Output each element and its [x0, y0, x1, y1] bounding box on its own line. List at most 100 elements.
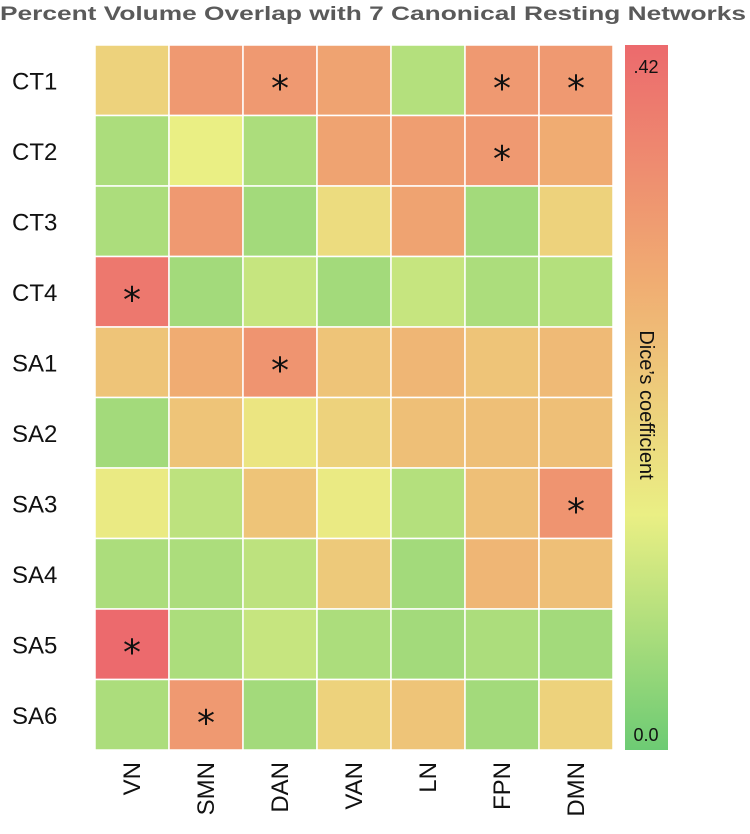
- significance-star-ct2-fpn: *: [493, 139, 511, 180]
- heatmap-cell-sa1-fpn: [464, 326, 540, 399]
- colorbar-max-label: .42: [633, 57, 658, 77]
- heatmap-cell-ct1-dmn: [538, 44, 614, 117]
- heatmap-cell-sa3-vn: [94, 467, 170, 540]
- heatmap-cell-sa5-fpn: [464, 608, 540, 681]
- heatmap-cell-sa3-van: [316, 467, 392, 540]
- row-label-sa3: SA3: [12, 491, 57, 518]
- heatmap-cell-sa3-dan: [242, 467, 318, 540]
- heatmap-cell-sa6-dmn: [538, 678, 614, 751]
- row-label-sa5: SA5: [12, 632, 57, 659]
- significance-star-ct4-vn: *: [123, 280, 141, 321]
- heatmap-cell-ct3-dmn: [538, 185, 614, 258]
- heatmap-cell-ct1-vn: [94, 44, 170, 117]
- heatmap-cell-sa2-ln: [390, 396, 466, 469]
- heatmap-cells: [94, 44, 614, 751]
- heatmap-cell-sa1-dan: [242, 326, 318, 399]
- row-label-sa6: SA6: [12, 703, 57, 730]
- significance-star-ct1-dmn: *: [567, 68, 585, 109]
- column-labels: VN SMN DAN VAN LN FPN DMN: [119, 762, 590, 817]
- heatmap-cell-ct3-smn: [168, 185, 244, 258]
- heatmap-cell-ct3-vn: [94, 185, 170, 258]
- heatmap-cell-sa6-van: [316, 678, 392, 751]
- heatmap-cell-sa4-vn: [94, 537, 170, 610]
- heatmap-cell-sa1-smn: [168, 326, 244, 399]
- heatmap-cell-sa5-dmn: [538, 608, 614, 681]
- heatmap-cell-ct4-ln: [390, 255, 466, 328]
- row-label-sa4: SA4: [12, 562, 57, 589]
- column-label-fpn: FPN: [489, 762, 516, 810]
- heatmap-cell-sa5-van: [316, 608, 392, 681]
- heatmap-cell-sa6-smn: [168, 678, 244, 751]
- heatmap-cell-ct1-dan: [242, 44, 318, 117]
- heatmap-cell-ct4-dmn: [538, 255, 614, 328]
- heatmap-cell-sa3-smn: [168, 467, 244, 540]
- heatmap-cell-ct3-van: [316, 185, 392, 258]
- heatmap-cell-sa1-ln: [390, 326, 466, 399]
- heatmap-cell-sa3-ln: [390, 467, 466, 540]
- heatmap-cell-ct2-dmn: [538, 114, 614, 187]
- chart-title: Percent Volume Overlap with 7 Canonical …: [0, 4, 746, 25]
- significance-star-ct1-fpn: *: [493, 68, 511, 109]
- heatmap-cell-sa6-ln: [390, 678, 466, 751]
- heatmap-cell-ct1-van: [316, 44, 392, 117]
- heatmap-cell-sa2-dmn: [538, 396, 614, 469]
- column-label-ln: LN: [415, 762, 442, 793]
- row-label-ct2: CT2: [12, 139, 57, 166]
- column-label-van: VAN: [341, 762, 368, 810]
- heatmap-cell-ct2-vn: [94, 114, 170, 187]
- heatmap-cell-sa5-dan: [242, 608, 318, 681]
- heatmap-cell-sa1-dmn: [538, 326, 614, 399]
- heatmap-cell-sa6-vn: [94, 678, 170, 751]
- heatmap-cell-sa4-smn: [168, 537, 244, 610]
- heatmap-cell-sa4-fpn: [464, 537, 540, 610]
- heatmap-cell-ct3-fpn: [464, 185, 540, 258]
- heatmap-cell-ct4-van: [316, 255, 392, 328]
- row-label-sa1: SA1: [12, 350, 57, 377]
- heatmap-cell-ct4-smn: [168, 255, 244, 328]
- heatmap-cell-sa6-fpn: [464, 678, 540, 751]
- heatmap-cell-sa4-van: [316, 537, 392, 610]
- heatmap-cell-sa2-smn: [168, 396, 244, 469]
- heatmap-cell-ct3-ln: [390, 185, 466, 258]
- heatmap-cell-ct3-dan: [242, 185, 318, 258]
- heatmap-cell-ct2-ln: [390, 114, 466, 187]
- heatmap-cell-sa6-dan: [242, 678, 318, 751]
- heatmap-cell-sa5-vn: [94, 608, 170, 681]
- column-label-dmn: DMN: [563, 762, 590, 817]
- row-label-sa2: SA2: [12, 421, 57, 448]
- colorbar-min-label: 0.0: [633, 725, 658, 745]
- heatmap-cell-ct1-smn: [168, 44, 244, 117]
- row-label-ct1: CT1: [12, 68, 57, 95]
- heatmap-cell-ct2-van: [316, 114, 392, 187]
- heatmap-cell-sa4-ln: [390, 537, 466, 610]
- heatmap-cell-sa2-vn: [94, 396, 170, 469]
- colorbar-title: Dice’s coefficient: [635, 330, 657, 480]
- significance-star-sa1-dan: *: [271, 350, 289, 391]
- heatmap-cell-ct1-ln: [390, 44, 466, 117]
- significance-star-sa6-smn: *: [197, 703, 215, 744]
- row-labels: CT1 CT2 CT3 CT4 SA1 SA2 SA3 SA4 SA5 SA6: [12, 68, 57, 730]
- significance-star-sa3-dmn: *: [567, 491, 585, 532]
- heatmap-cell-sa1-vn: [94, 326, 170, 399]
- heatmap-cell-sa4-dan: [242, 537, 318, 610]
- heatmap-cell-sa4-dmn: [538, 537, 614, 610]
- column-label-vn: VN: [119, 762, 146, 795]
- colorbar-gradient: [625, 45, 668, 750]
- heatmap-cell-sa1-van: [316, 326, 392, 399]
- heatmap-cell-ct1-fpn: [464, 44, 540, 117]
- significance-star-ct1-dan: *: [271, 68, 289, 109]
- heatmap-cell-sa2-dan: [242, 396, 318, 469]
- heatmap-cell-sa5-smn: [168, 608, 244, 681]
- heatmap-cell-ct2-dan: [242, 114, 318, 187]
- row-label-ct3: CT3: [12, 209, 57, 236]
- heatmap-cell-sa2-van: [316, 396, 392, 469]
- heatmap-cell-ct4-fpn: [464, 255, 540, 328]
- heatmap-cell-ct2-smn: [168, 114, 244, 187]
- colorbar: .42 0.0 Dice’s coefficient: [625, 45, 668, 750]
- row-label-ct4: CT4: [12, 280, 57, 307]
- heatmap-cell-ct4-dan: [242, 255, 318, 328]
- heatmap-cell-sa2-fpn: [464, 396, 540, 469]
- significance-markers: * * * * * * * * *: [123, 68, 585, 744]
- heatmap-cell-sa5-ln: [390, 608, 466, 681]
